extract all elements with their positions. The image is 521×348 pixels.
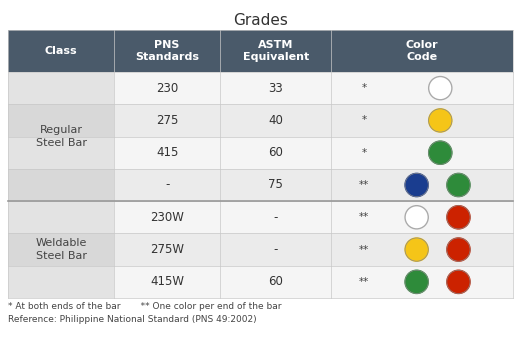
Text: 40: 40 [268,114,283,127]
Circle shape [405,270,428,293]
Text: -: - [165,179,169,191]
Bar [8,234,114,266]
Text: Reference: Philippine National Standard (PNS 49:2002): Reference: Philippine National Standard … [8,315,257,324]
Circle shape [405,173,428,197]
Text: Grades: Grades [233,13,288,28]
Text: Weldable
Steel Bar: Weldable Steel Bar [35,238,86,261]
Circle shape [405,238,428,261]
Text: *: * [362,148,366,158]
Text: ASTM
Equivalent: ASTM Equivalent [242,40,309,62]
Text: PNS
Standards: PNS Standards [135,40,199,62]
Text: Regular
Steel Bar: Regular Steel Bar [35,125,86,148]
Bar [8,266,513,298]
Bar [8,72,114,104]
Bar [8,136,114,169]
Text: 60: 60 [268,146,283,159]
Text: **: ** [359,277,369,287]
Bar [8,30,513,72]
Text: 415: 415 [156,146,178,159]
Bar [8,201,513,234]
Text: * At both ends of the bar       ** One color per end of the bar: * At both ends of the bar ** One color p… [8,302,281,311]
Bar [8,266,114,298]
Text: **: ** [359,212,369,222]
Text: 230: 230 [156,82,178,95]
Bar [8,169,114,201]
Text: *: * [362,116,366,125]
Circle shape [447,270,470,293]
Bar [8,104,114,136]
Circle shape [429,77,452,100]
Text: *: * [362,83,366,93]
Bar [8,201,114,234]
Circle shape [405,206,428,229]
Text: 230W: 230W [150,211,184,224]
Text: **: ** [359,245,369,255]
Text: **: ** [359,180,369,190]
Circle shape [429,141,452,164]
Text: 415W: 415W [150,275,184,288]
Circle shape [447,173,470,197]
Text: -: - [274,211,278,224]
Circle shape [447,238,470,261]
Text: -: - [274,243,278,256]
Circle shape [429,109,452,132]
Text: Class: Class [45,46,77,56]
Text: 33: 33 [268,82,283,95]
Bar [8,136,513,169]
Bar [8,104,513,136]
Bar [8,72,513,104]
Text: 275W: 275W [150,243,184,256]
Text: 75: 75 [268,179,283,191]
Text: 275: 275 [156,114,178,127]
Text: Color
Code: Color Code [406,40,438,62]
Bar [8,169,513,201]
Bar [8,234,513,266]
Text: 60: 60 [268,275,283,288]
Circle shape [447,206,470,229]
